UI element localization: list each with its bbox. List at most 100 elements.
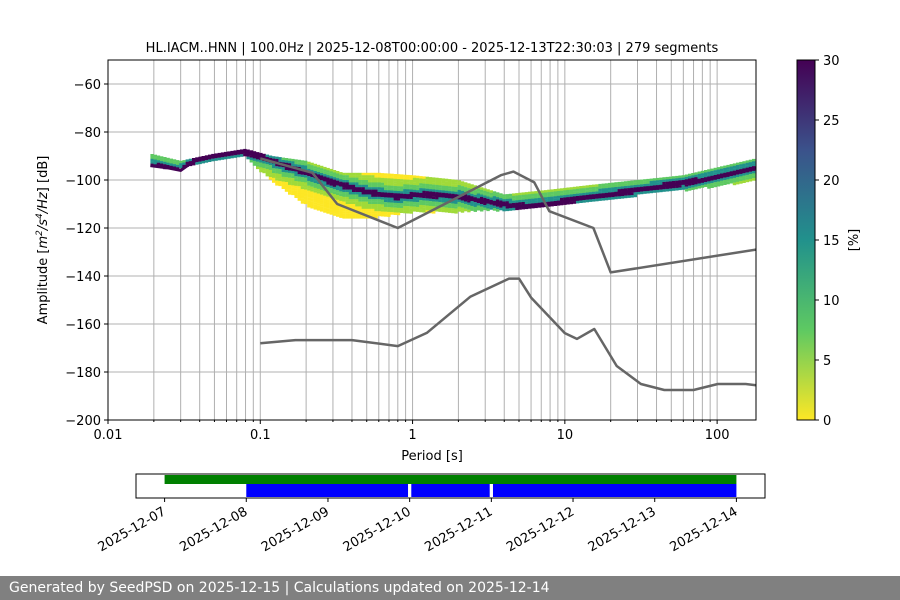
histogram-cell — [374, 199, 378, 202]
histogram-cell — [323, 190, 327, 194]
histogram-cell — [396, 203, 401, 206]
histogram-cell — [729, 180, 733, 184]
histogram-cell — [582, 190, 586, 194]
histogram-cell — [566, 197, 570, 200]
histogram-cell — [723, 165, 727, 169]
histogram-cell — [320, 173, 324, 176]
histogram-cell — [432, 206, 436, 209]
histogram-cell — [598, 198, 602, 201]
histogram-cell — [329, 188, 333, 191]
psd-axes: 0.01 0.1 1 10 100 −60−80−100−120−140−160−180… — [65, 59, 757, 443]
histogram-cell — [291, 175, 295, 179]
histogram-cell — [476, 188, 481, 192]
histogram-cell — [448, 188, 452, 192]
histogram-cell — [464, 189, 468, 193]
histogram-cell — [345, 192, 349, 195]
histogram-cell — [313, 163, 317, 167]
histogram-cell — [739, 161, 743, 165]
histogram-cell — [361, 175, 365, 178]
histogram-cell — [403, 181, 407, 185]
histogram-cell — [630, 180, 634, 184]
histogram-cell — [678, 175, 682, 179]
histogram-cell — [508, 208, 513, 211]
histogram-cell — [569, 187, 573, 190]
histogram-cell — [281, 160, 285, 163]
histogram-cell — [262, 163, 266, 166]
histogram-cell — [275, 159, 279, 162]
histogram-cell — [320, 170, 324, 174]
histogram-cell — [595, 184, 599, 187]
histogram-cell — [326, 182, 330, 185]
histogram-cell — [604, 183, 609, 186]
histogram-cell — [483, 197, 487, 201]
histogram-cell — [348, 189, 353, 193]
histogram-cell — [291, 173, 295, 176]
histogram-cell — [438, 202, 442, 205]
histogram-cell — [160, 158, 164, 162]
histogram-cell — [569, 201, 573, 205]
histogram-cell — [528, 206, 532, 209]
histogram-cell — [332, 189, 337, 192]
histogram-cell — [710, 178, 714, 181]
histogram-cell — [476, 191, 481, 194]
histogram-cell — [534, 200, 538, 204]
histogram-cell — [464, 184, 468, 188]
histogram-cell — [364, 187, 369, 190]
histogram-cell — [742, 163, 746, 167]
histogram-cell — [486, 191, 490, 195]
histogram-cell — [377, 201, 381, 205]
histogram-cell — [201, 160, 205, 164]
histogram-cell — [560, 188, 564, 191]
histogram-cell — [288, 158, 292, 162]
histogram-cell — [704, 184, 708, 187]
histogram-cell — [393, 190, 397, 194]
histogram-cell — [227, 153, 231, 157]
histogram-cell — [355, 208, 359, 212]
histogram-cell — [419, 180, 423, 184]
histogram-cell — [483, 205, 487, 208]
histogram-cell — [246, 154, 250, 157]
histogram-cell — [716, 179, 721, 182]
histogram-cell — [262, 170, 266, 174]
histogram-cell — [358, 201, 362, 205]
histogram-cell — [352, 192, 356, 195]
histogram-cell — [480, 208, 484, 212]
histogram-cell — [412, 197, 417, 200]
histogram-cell — [739, 178, 743, 182]
histogram-cell — [467, 207, 471, 210]
histogram-cell — [355, 184, 359, 188]
histogram-cell — [624, 195, 628, 199]
histogram-cell — [390, 178, 394, 182]
histogram-cell — [739, 173, 743, 177]
histogram-cell — [499, 195, 503, 199]
histogram-cell — [268, 172, 273, 175]
histogram-cell — [710, 171, 714, 174]
histogram-cell — [457, 180, 461, 183]
histogram-cell — [585, 194, 589, 198]
histogram-cell — [678, 185, 682, 188]
histogram-cell — [211, 158, 215, 162]
histogram-cell — [316, 196, 321, 199]
histogram-cell — [281, 176, 285, 180]
histogram-cell — [268, 169, 273, 173]
histogram-cell — [387, 187, 391, 191]
histogram-cell — [486, 198, 490, 202]
histogram-cell — [508, 201, 513, 204]
histogram-cell — [195, 162, 199, 165]
histogram-cell — [563, 197, 567, 201]
histogram-cell — [332, 203, 337, 207]
histogram-cell — [182, 162, 186, 166]
histogram-cell — [326, 175, 330, 178]
histogram-cell — [361, 187, 365, 190]
histogram-cell — [300, 179, 305, 183]
histogram-cell — [563, 187, 567, 191]
timeline-tick-label: 2025-12-11 — [422, 504, 495, 555]
histogram-cell — [665, 179, 669, 182]
histogram-cell — [355, 204, 359, 207]
footer-bar: Generated by SeedPSD on 2025-12-15 | Cal… — [0, 576, 900, 600]
histogram-cell — [748, 162, 753, 165]
histogram-cell — [624, 181, 628, 184]
histogram-cell — [348, 196, 353, 200]
histogram-cell — [291, 158, 295, 162]
histogram-cell — [339, 181, 343, 185]
